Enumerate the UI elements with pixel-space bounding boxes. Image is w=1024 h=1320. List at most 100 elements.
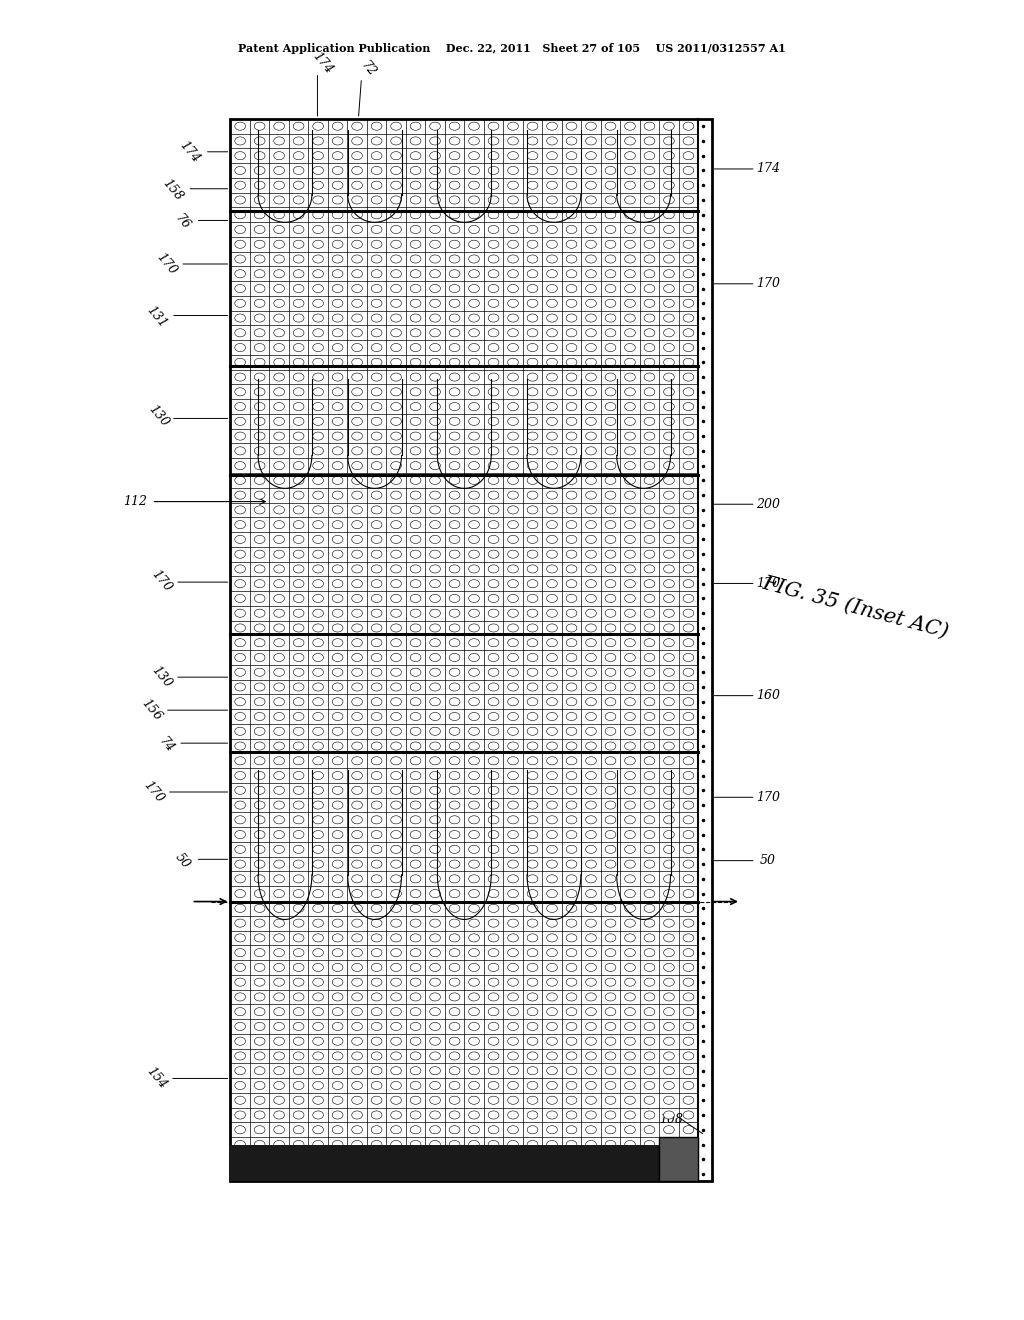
Ellipse shape <box>566 506 577 513</box>
Ellipse shape <box>411 123 421 131</box>
Ellipse shape <box>254 830 265 838</box>
Ellipse shape <box>566 195 577 205</box>
Ellipse shape <box>625 462 635 470</box>
Ellipse shape <box>254 166 265 174</box>
Ellipse shape <box>391 816 401 824</box>
Ellipse shape <box>293 1155 304 1163</box>
Ellipse shape <box>586 875 596 883</box>
Ellipse shape <box>372 1155 382 1163</box>
Ellipse shape <box>351 801 362 809</box>
Ellipse shape <box>527 830 538 838</box>
Ellipse shape <box>391 255 401 263</box>
Ellipse shape <box>234 594 246 602</box>
Ellipse shape <box>391 432 401 440</box>
Ellipse shape <box>625 609 635 618</box>
Text: 112: 112 <box>123 495 147 508</box>
Ellipse shape <box>605 195 615 205</box>
Ellipse shape <box>273 211 285 219</box>
Ellipse shape <box>605 374 615 381</box>
Ellipse shape <box>683 639 694 647</box>
Ellipse shape <box>372 1052 382 1060</box>
Ellipse shape <box>391 314 401 322</box>
Ellipse shape <box>411 550 421 558</box>
Ellipse shape <box>605 181 615 189</box>
Ellipse shape <box>254 771 265 780</box>
Ellipse shape <box>430 933 440 942</box>
Ellipse shape <box>644 787 654 795</box>
Ellipse shape <box>508 374 518 381</box>
Ellipse shape <box>273 933 285 942</box>
Ellipse shape <box>488 933 499 942</box>
Ellipse shape <box>625 240 635 248</box>
Ellipse shape <box>469 374 479 381</box>
Ellipse shape <box>566 845 577 854</box>
Ellipse shape <box>391 343 401 351</box>
Ellipse shape <box>391 1023 401 1031</box>
Ellipse shape <box>527 195 538 205</box>
Ellipse shape <box>644 211 654 219</box>
Ellipse shape <box>332 285 343 293</box>
Ellipse shape <box>527 668 538 676</box>
Ellipse shape <box>527 875 538 883</box>
Ellipse shape <box>566 830 577 838</box>
Ellipse shape <box>273 890 285 898</box>
Ellipse shape <box>605 300 615 308</box>
Ellipse shape <box>391 240 401 248</box>
Ellipse shape <box>664 727 675 735</box>
Ellipse shape <box>391 933 401 942</box>
Ellipse shape <box>273 269 285 277</box>
Ellipse shape <box>391 698 401 706</box>
Ellipse shape <box>566 1052 577 1060</box>
Ellipse shape <box>488 477 499 484</box>
Ellipse shape <box>547 520 557 529</box>
Ellipse shape <box>566 285 577 293</box>
Ellipse shape <box>508 329 518 337</box>
Ellipse shape <box>586 978 596 986</box>
Ellipse shape <box>273 477 285 484</box>
Ellipse shape <box>469 682 479 692</box>
Ellipse shape <box>234 771 246 780</box>
Ellipse shape <box>312 668 324 676</box>
Ellipse shape <box>664 285 675 293</box>
Ellipse shape <box>469 550 479 558</box>
Ellipse shape <box>625 579 635 587</box>
Ellipse shape <box>254 506 265 513</box>
Ellipse shape <box>450 123 460 131</box>
Ellipse shape <box>372 904 382 912</box>
Ellipse shape <box>605 801 615 809</box>
Ellipse shape <box>664 904 675 912</box>
Ellipse shape <box>430 195 440 205</box>
Ellipse shape <box>450 861 460 869</box>
Ellipse shape <box>644 801 654 809</box>
Ellipse shape <box>605 255 615 263</box>
Ellipse shape <box>605 1052 615 1060</box>
Ellipse shape <box>411 771 421 780</box>
Ellipse shape <box>293 477 304 484</box>
Ellipse shape <box>547 403 557 411</box>
Ellipse shape <box>508 830 518 838</box>
Ellipse shape <box>527 787 538 795</box>
Ellipse shape <box>372 964 382 972</box>
Ellipse shape <box>332 195 343 205</box>
Ellipse shape <box>332 255 343 263</box>
Ellipse shape <box>411 255 421 263</box>
Ellipse shape <box>488 358 499 367</box>
Ellipse shape <box>411 520 421 529</box>
Ellipse shape <box>234 698 246 706</box>
Ellipse shape <box>234 845 246 854</box>
Ellipse shape <box>351 506 362 513</box>
Ellipse shape <box>391 358 401 367</box>
Ellipse shape <box>605 1023 615 1031</box>
Ellipse shape <box>312 756 324 764</box>
Ellipse shape <box>566 1140 577 1148</box>
Ellipse shape <box>391 639 401 647</box>
Ellipse shape <box>254 358 265 367</box>
Ellipse shape <box>664 329 675 337</box>
Ellipse shape <box>430 1007 440 1015</box>
Ellipse shape <box>625 787 635 795</box>
Ellipse shape <box>625 1126 635 1134</box>
Ellipse shape <box>312 166 324 174</box>
Ellipse shape <box>508 1052 518 1060</box>
Ellipse shape <box>625 624 635 632</box>
Ellipse shape <box>391 536 401 544</box>
